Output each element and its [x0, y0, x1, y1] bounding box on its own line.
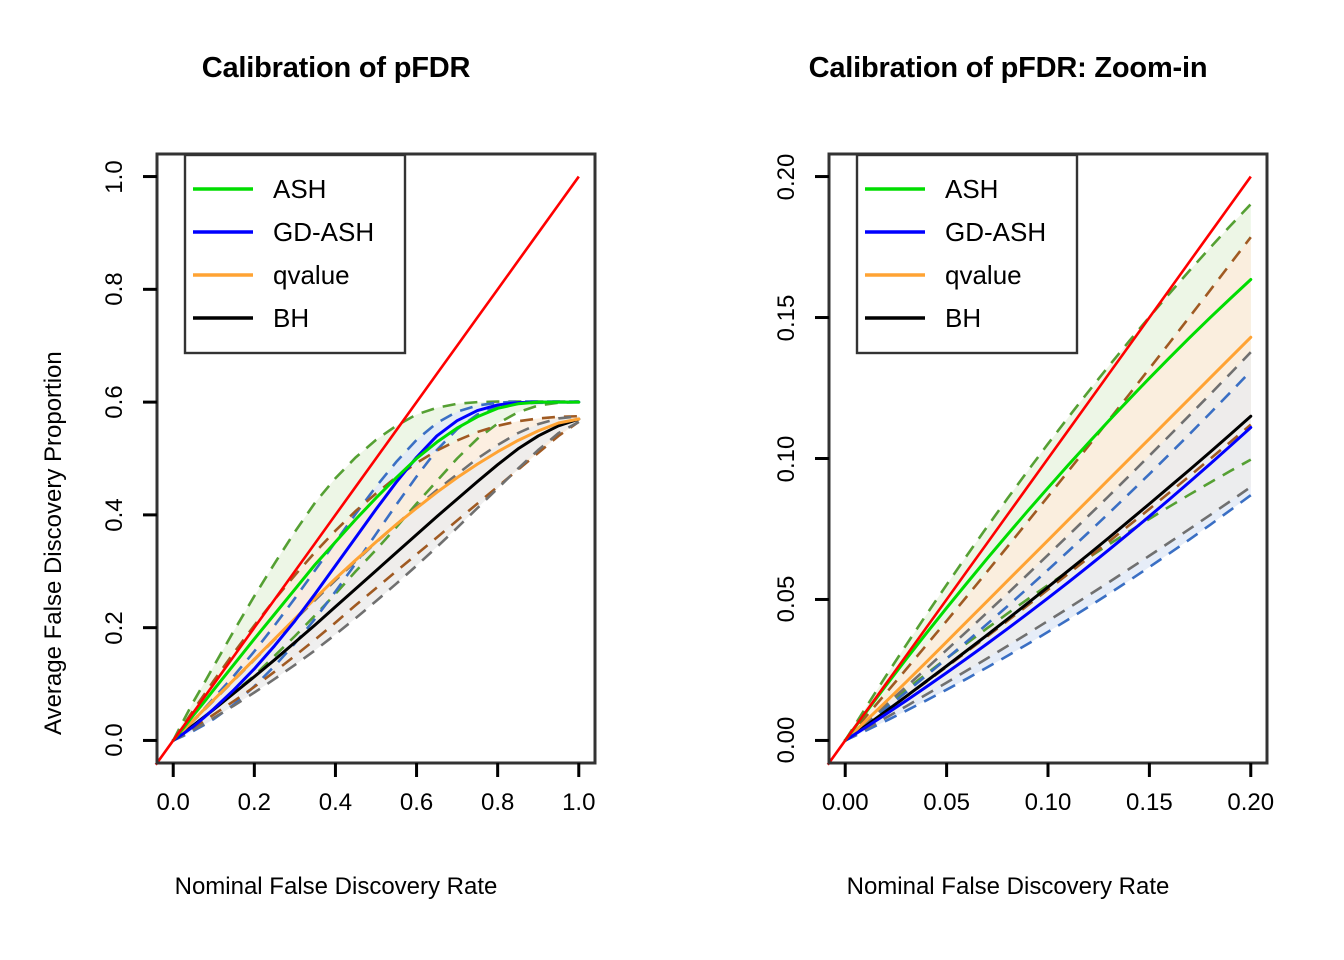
- identity-line-extension: [826, 739, 847, 766]
- xtick-label: 0.15: [1126, 789, 1173, 816]
- panel-left: Calibration of pFDR ASH GD-ASH qvalue BH No…: [40, 52, 597, 900]
- band-lower-qvalue: [844, 423, 1252, 742]
- band-lower-bh: [172, 420, 580, 742]
- xtick-label: 0.2: [237, 789, 272, 816]
- panel-left-xaxis-title: Nominal False Discovery Rate: [174, 873, 498, 900]
- ytick-label: 0.10: [773, 435, 800, 482]
- band-upper-bh: [844, 351, 1252, 742]
- legend-label-bh: BH: [273, 303, 309, 333]
- ytick-label: 0.0: [101, 723, 128, 758]
- ytick-label: 0.20: [773, 153, 800, 200]
- series-line-gd-ash: [171, 400, 581, 742]
- band-lower-gd-ash: [844, 494, 1252, 742]
- series-group: [843, 203, 1253, 742]
- legend-label-gd-ash: GD-ASH: [945, 217, 1046, 247]
- xtick-label: 0.6: [399, 789, 434, 816]
- band-upper-gd-ash: [844, 370, 1252, 742]
- xtick-label: 0.05: [923, 789, 970, 816]
- legend-label-bh: BH: [945, 303, 981, 333]
- band-upper-qvalue: [844, 236, 1252, 742]
- band-lower-bh: [844, 485, 1252, 742]
- identity-reference-line: [844, 175, 1252, 742]
- xtick-label: 1.0: [562, 789, 596, 816]
- identity-reference-line: [172, 175, 580, 742]
- ytick-label: 0.2: [101, 610, 128, 645]
- ytick-label: 0.05: [773, 576, 800, 623]
- panel-right-title: Calibration of pFDR: Zoom-in: [808, 52, 1208, 84]
- legend-label-ash: ASH: [273, 174, 326, 204]
- legend-label-qvalue: qvalue: [273, 260, 350, 290]
- series-line-ash: [843, 277, 1253, 742]
- xtick-label: 0.00: [821, 789, 869, 816]
- band-upper-ash: [844, 203, 1252, 742]
- ytick-label: 1.0: [101, 159, 128, 194]
- band-upper-qvalue: [172, 414, 579, 742]
- panel-right: Calibration of pFDR: Zoom-in ASH GD-ASH qv…: [672, 0, 1344, 960]
- xtick-label: 0.8: [480, 789, 515, 816]
- panel-right-xaxis-title: Nominal False Discovery Rate: [846, 873, 1170, 900]
- ytick-label: 0.6: [101, 385, 128, 419]
- xtick-label: 0.10: [1024, 789, 1072, 816]
- plot-area-right: ASH GD-ASH qvalue BH: [815, 152, 1269, 777]
- identity-line-extension: [154, 739, 175, 766]
- series-line-qvalue: [171, 417, 581, 742]
- legend-label-ash: ASH: [945, 174, 998, 204]
- ytick-label: 0.00: [773, 717, 800, 764]
- panel-left-yaxis-title: Average False Discovery Proportion: [40, 351, 67, 735]
- xtick-label: 0.20: [1227, 789, 1275, 816]
- series-line-bh: [843, 414, 1253, 742]
- xtick-label: 0.4: [318, 789, 353, 816]
- series-group: [171, 400, 581, 742]
- series-line-qvalue: [843, 335, 1253, 742]
- ytick-label: 0.15: [773, 294, 800, 341]
- series-line-ash: [171, 400, 581, 742]
- series-line-gd-ash: [843, 425, 1253, 742]
- ytick-label: 0.4: [101, 498, 128, 532]
- band-upper-ash: [172, 400, 579, 742]
- plot-area-left: ASH GD-ASH qvalue BH: [143, 152, 597, 777]
- panel-left-title: Calibration of pFDR: [201, 52, 471, 84]
- legend-label-gd-ash: GD-ASH: [273, 217, 374, 247]
- legend-label-qvalue: qvalue: [945, 260, 1022, 290]
- xtick-label: 0.0: [156, 789, 190, 816]
- ytick-label: 0.8: [101, 272, 128, 307]
